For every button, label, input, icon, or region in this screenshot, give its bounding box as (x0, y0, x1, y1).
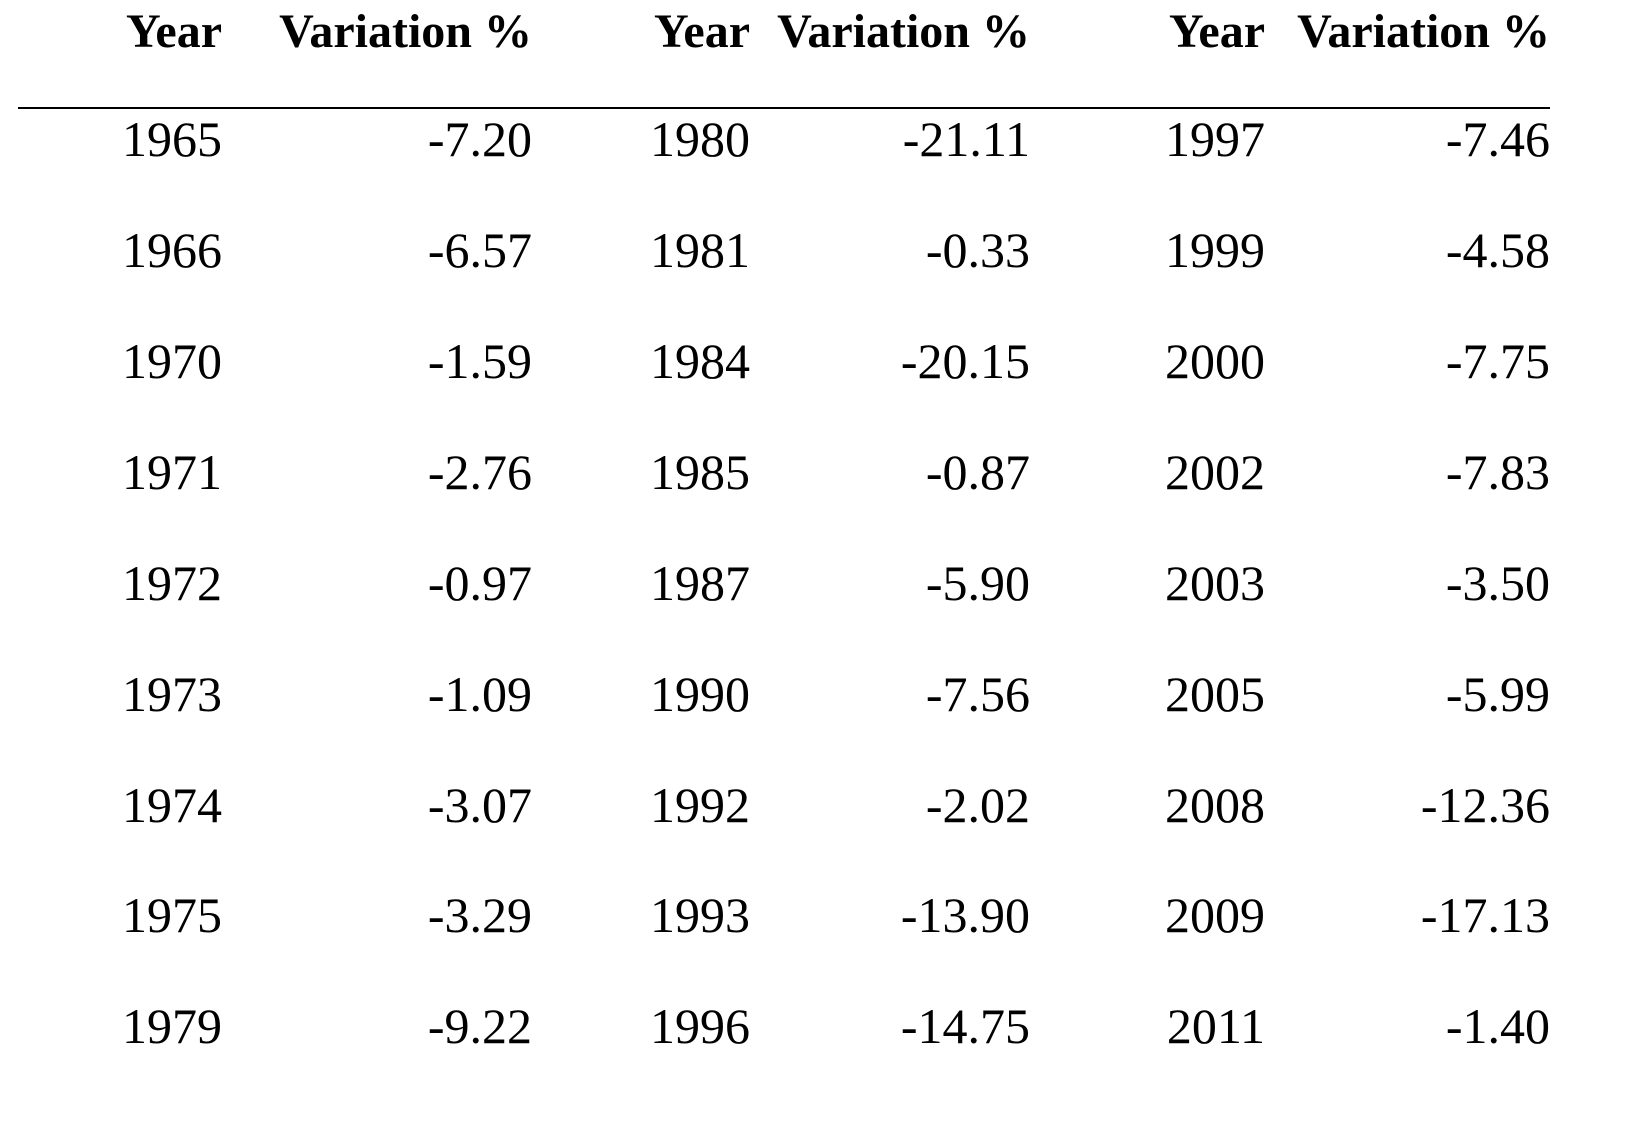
year-cell: 1975 (122, 887, 222, 943)
variation-cell: -0.33 (925, 222, 1030, 278)
variation-cell: -6.57 (427, 222, 532, 278)
variation-cell: -1.40 (1445, 998, 1550, 1054)
year-cell: 1984 (650, 333, 750, 389)
year-cell: 1985 (650, 444, 750, 500)
year-cell: 2005 (1165, 666, 1265, 722)
header-variation: Variation % (1297, 5, 1550, 58)
variation-cell: -20.15 (900, 333, 1030, 389)
year-cell: 2002 (1165, 444, 1265, 500)
year-cell: 1981 (650, 222, 750, 278)
header-year: Year (654, 5, 750, 58)
year-cell: 1970 (122, 333, 222, 389)
year-cell: 1973 (122, 666, 222, 722)
header-year: Year (1169, 5, 1265, 58)
year-cell: 1965 (122, 111, 222, 167)
variation-cell: -5.90 (925, 555, 1030, 611)
year-cell: 1997 (1165, 111, 1265, 167)
variation-cell: -21.11 (902, 111, 1030, 167)
variation-cell: -7.75 (1445, 333, 1550, 389)
header-rule (18, 107, 1550, 109)
year-cell: 1979 (122, 998, 222, 1054)
year-cell: 2000 (1165, 333, 1265, 389)
header-year: Year (126, 5, 222, 58)
variation-cell: -13.90 (900, 887, 1030, 943)
variation-cell: -12.36 (1420, 777, 1550, 833)
variation-cell: -0.87 (925, 444, 1030, 500)
year-cell: 2003 (1165, 555, 1265, 611)
year-cell: 1974 (122, 777, 222, 833)
variation-cell: -9.22 (427, 998, 532, 1054)
variation-cell: -7.46 (1445, 111, 1550, 167)
header-variation: Variation % (279, 5, 532, 58)
variation-cell: -2.76 (427, 444, 532, 500)
year-cell: 1972 (122, 555, 222, 611)
year-cell: 1990 (650, 666, 750, 722)
variation-cell: -3.07 (427, 777, 532, 833)
variation-cell: -0.97 (427, 555, 532, 611)
year-cell: 1993 (650, 887, 750, 943)
year-cell: 2009 (1165, 887, 1265, 943)
year-cell: 2011 (1166, 998, 1265, 1054)
variation-cell: -4.58 (1445, 222, 1550, 278)
year-cell: 1992 (650, 777, 750, 833)
variation-cell: -7.20 (427, 111, 532, 167)
year-cell: 1971 (122, 444, 222, 500)
variation-cell: -14.75 (900, 998, 1030, 1054)
variation-cell: -7.56 (925, 666, 1030, 722)
year-cell: 1999 (1165, 222, 1265, 278)
variation-cell: -2.02 (925, 777, 1030, 833)
year-cell: 1980 (650, 111, 750, 167)
variation-cell: -1.59 (427, 333, 532, 389)
variation-cell: -3.50 (1445, 555, 1550, 611)
variation-cell: -1.09 (427, 666, 532, 722)
year-cell: 1987 (650, 555, 750, 611)
variation-cell: -17.13 (1420, 887, 1550, 943)
year-cell: 1966 (122, 222, 222, 278)
variation-cell: -5.99 (1445, 666, 1550, 722)
year-cell: 2008 (1165, 777, 1265, 833)
variation-cell: -3.29 (427, 887, 532, 943)
year-cell: 1996 (650, 998, 750, 1054)
variation-cell: -7.83 (1445, 444, 1550, 500)
header-variation: Variation % (777, 5, 1030, 58)
